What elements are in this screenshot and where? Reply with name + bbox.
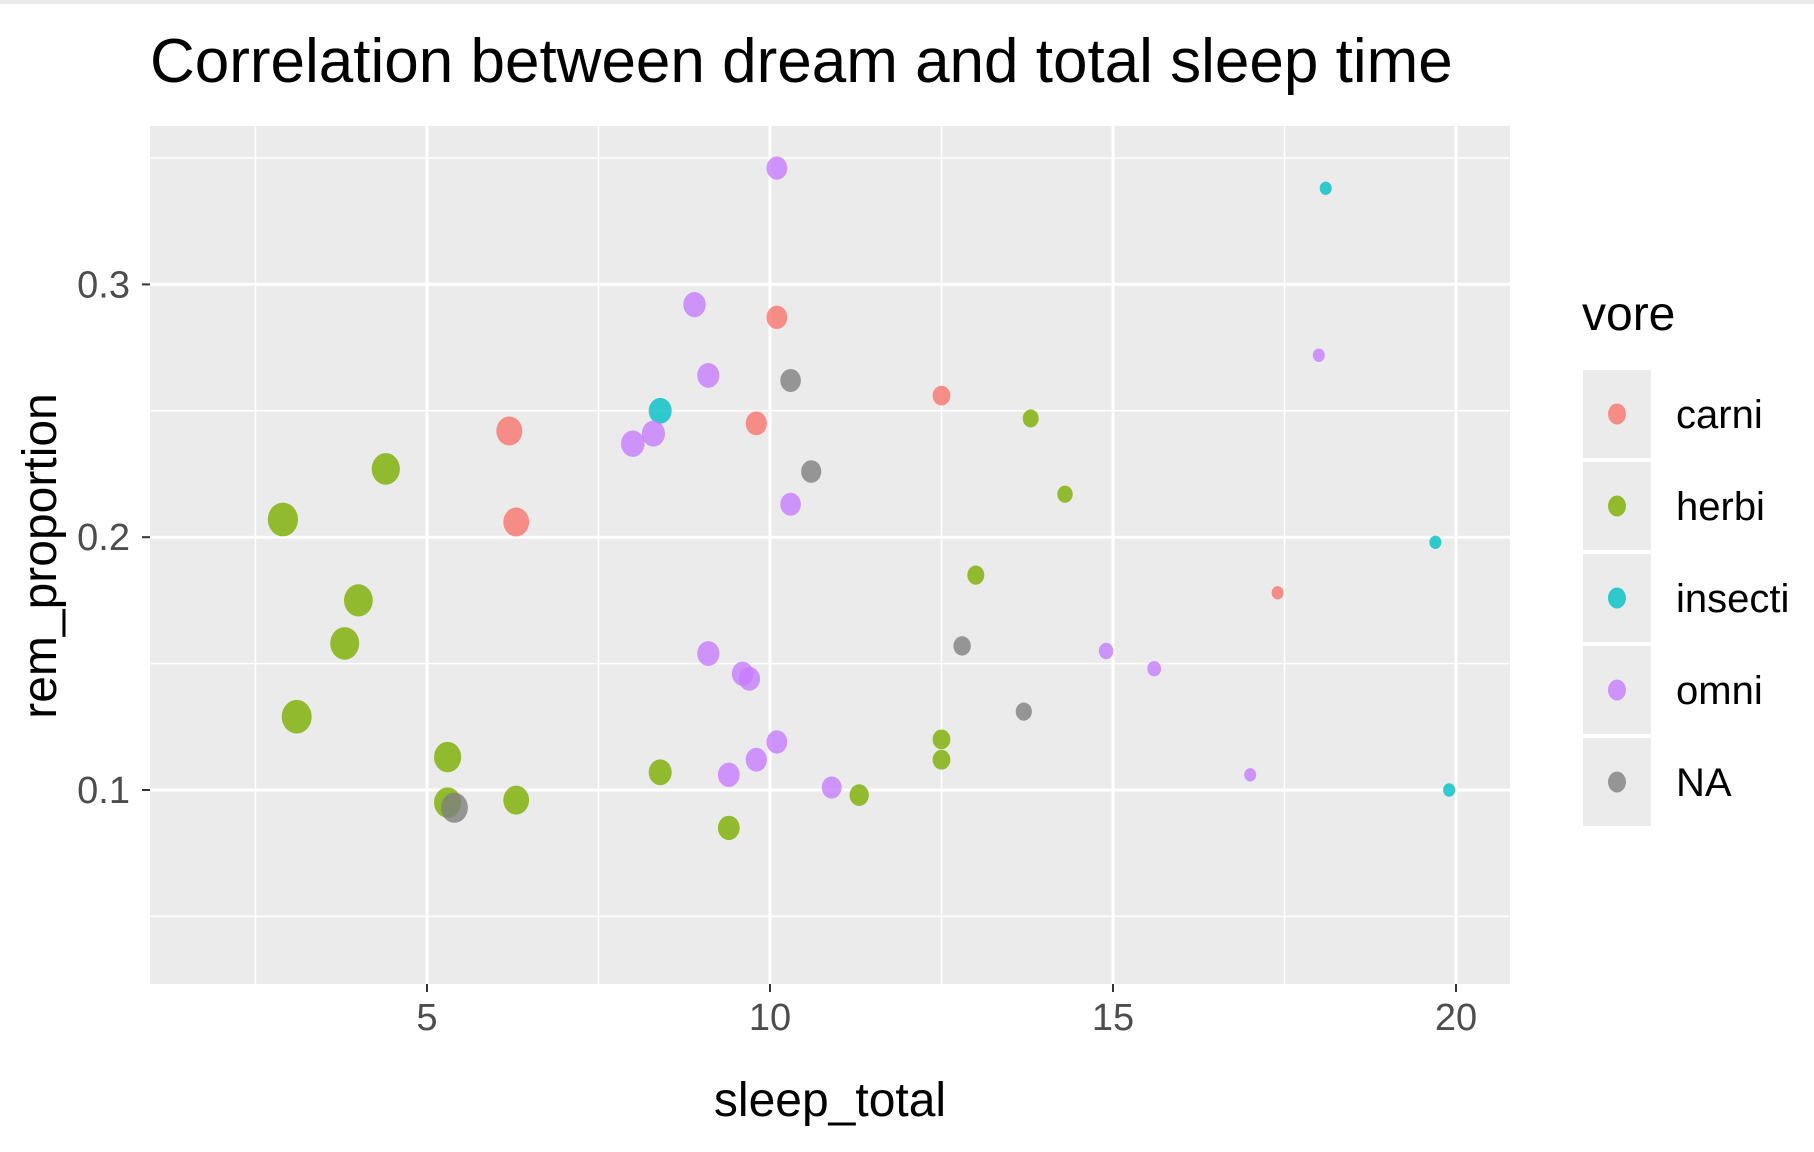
data-point-omni [697,363,720,388]
data-point-omni [738,666,761,691]
x-tick-label: 10 [749,997,791,1039]
top-border [0,0,1814,4]
legend: vore carni herbi insecti omni NA [1582,288,1789,826]
legend-swatch-omni [1608,679,1626,701]
x-tick-label: 15 [1092,997,1134,1039]
data-point-omni [683,292,706,318]
data-point-omni [766,730,788,754]
data-point-na [801,460,822,483]
y-tick-label: 0.1 [77,770,130,812]
data-point-herbi [281,699,312,734]
legend-swatch-herbi [1608,495,1626,517]
y-axis: 0.1 0.2 0.3 [77,264,150,812]
data-point-herbi [717,815,740,841]
data-point-carni [496,416,523,446]
data-point-herbi [932,749,951,770]
y-tick-label: 0.2 [77,517,130,559]
legend-label-omni: omni [1676,669,1763,713]
data-point-omni [766,156,788,180]
data-point-herbi [434,741,462,773]
data-point-herbi [371,453,400,485]
legend-swatch-insecti [1608,587,1626,609]
data-point-carni [745,411,767,436]
x-tick-label: 5 [416,997,437,1039]
data-point-omni [717,762,740,787]
data-points [267,156,1456,841]
data-point-insecti [1443,783,1456,797]
chart-title: Correlation between dream and total slee… [150,27,1453,96]
data-point-omni [821,776,842,799]
x-tick-label: 20 [1435,997,1477,1039]
data-point-carni [503,507,530,537]
data-point-insecti [648,397,672,424]
y-axis-title: rem_proportion [14,393,67,719]
data-point-omni [1312,348,1325,362]
y-tick-label: 0.3 [77,264,130,306]
data-point-herbi [267,502,298,537]
legend-title: vore [1582,288,1675,341]
data-point-herbi [330,627,360,660]
data-point-herbi [967,565,985,585]
data-point-omni [697,641,720,666]
data-point-omni [641,420,666,447]
data-point-omni [1244,768,1257,782]
data-point-herbi [849,784,869,806]
data-point-omni [745,747,767,772]
data-point-omni [1147,661,1162,677]
plot-panel [150,126,1510,984]
data-point-carni [766,305,788,329]
data-point-omni [780,492,801,516]
legend-label-herbi: herbi [1676,485,1765,529]
x-axis-title: sleep_total [714,1074,946,1127]
data-point-omni [621,430,645,457]
data-point-insecti [1319,181,1332,195]
data-point-na [953,636,971,656]
data-point-carni [932,385,951,406]
data-point-herbi [932,729,951,750]
data-point-herbi [1057,485,1073,503]
data-point-herbi [503,785,530,815]
data-point-na [780,369,801,392]
data-point-insecti [1429,535,1442,549]
data-point-na [1015,702,1032,721]
data-point-omni [1098,642,1114,660]
data-point-carni [1271,586,1284,600]
legend-swatch-carni [1608,403,1626,425]
data-point-herbi [1022,409,1039,428]
x-axis: 5 10 15 20 [416,984,1477,1039]
data-point-herbi [648,759,672,786]
legend-label-insecti: insecti [1676,577,1789,621]
legend-swatch-na [1608,771,1626,793]
legend-label-carni: carni [1676,393,1763,437]
data-point-na [440,792,468,823]
data-point-herbi [344,584,373,617]
legend-label-na: NA [1676,761,1732,805]
